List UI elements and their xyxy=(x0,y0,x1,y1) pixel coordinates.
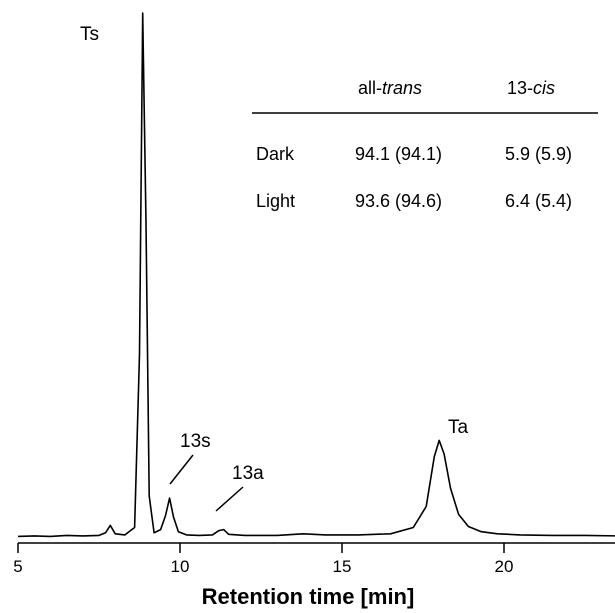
isomer-table: all-trans 13-cis Dark 94.1 (94.1) 5.9 (5… xyxy=(252,78,598,211)
leader-13a xyxy=(215,486,244,512)
x-ticks: 5 10 15 20 xyxy=(13,543,513,576)
leader-13s xyxy=(169,454,194,485)
chromatogram-trace xyxy=(17,12,615,538)
peak-label-13s: 13s xyxy=(180,431,211,452)
table-cell-trans: 94.1 (94.1) xyxy=(355,144,442,164)
x-axis-label: Retention time [min] xyxy=(202,584,415,609)
table-row-label: Light xyxy=(256,191,295,211)
x-tick-label: 15 xyxy=(333,557,352,576)
table-cell-cis: 5.9 (5.9) xyxy=(505,144,572,164)
x-tick-label: 10 xyxy=(171,557,190,576)
peak-label-ta: Ta xyxy=(448,417,469,438)
table-header-13-cis: 13-cis xyxy=(507,78,555,98)
x-tick-label: 20 xyxy=(495,557,514,576)
x-tick-label: 5 xyxy=(13,557,22,576)
peak-label-ts: Ts xyxy=(80,24,99,45)
table-row-label: Dark xyxy=(256,144,295,164)
table-cell-trans: 93.6 (94.6) xyxy=(355,191,442,211)
peak-label-13a: 13a xyxy=(232,463,264,484)
table-header-all-trans: all-trans xyxy=(358,78,422,98)
table-cell-cis: 6.4 (5.4) xyxy=(505,191,572,211)
